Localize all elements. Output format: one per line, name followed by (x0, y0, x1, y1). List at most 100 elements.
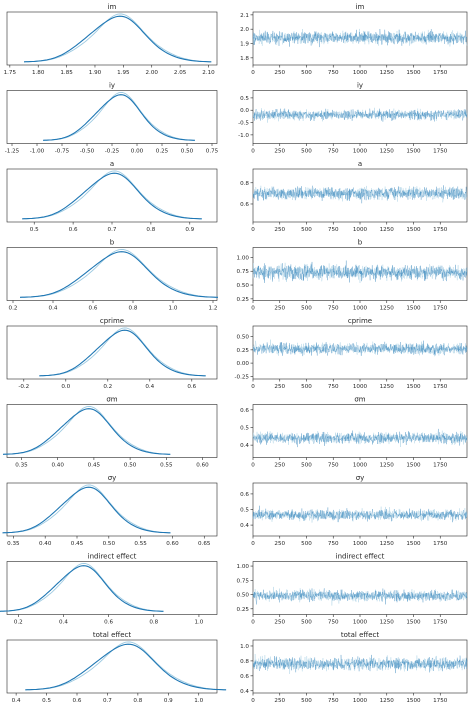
density-tick-label: 0.5 (30, 227, 39, 233)
trace-xtick-label: 500 (301, 620, 312, 626)
density-tick-label: 1.2 (209, 306, 218, 312)
density-tick-label: -0.2 (18, 384, 29, 390)
trace-xtick-label: 1000 (353, 463, 368, 469)
trace-xtick-label: 1750 (433, 384, 448, 390)
density-tick-label: -0.25 (105, 149, 120, 155)
trace-line-chain-2 (252, 339, 468, 357)
density-tick-label: 2.05 (174, 70, 187, 76)
density-tick-label: 1.0 (194, 698, 203, 704)
density-curve-chain-1 (2, 408, 171, 455)
trace-xtick-label: 1750 (433, 149, 448, 155)
trace-xtick-label: 1250 (380, 227, 395, 233)
density-curve-chain-2 (39, 327, 206, 377)
density-tick-label: 0.50 (103, 541, 116, 547)
trace-xtick-label: 750 (328, 149, 339, 155)
trace-xtick-label: 0 (251, 541, 255, 547)
trace-line-chain-1 (252, 260, 468, 283)
trace-xtick-label: 1750 (433, 698, 448, 704)
density-title: total effect (93, 631, 132, 639)
trace-ytick-label: 1.0 (240, 644, 249, 650)
trace-xtick-label: 250 (274, 463, 285, 469)
trace-xtick-label: 1250 (380, 306, 395, 312)
trace-xtick-label: 1000 (353, 698, 368, 704)
trace-xtick-label: 1750 (433, 541, 448, 547)
density-title: a (110, 160, 114, 168)
trace-ytick-label: -0.5 (238, 121, 249, 127)
density-frame (6, 639, 218, 694)
density-tick-label: 0.45 (88, 463, 101, 469)
density-tick-label: -0.75 (55, 149, 70, 155)
density-tick-label: 0.50 (124, 463, 137, 469)
density-tick-label: 0.0 (61, 384, 70, 390)
trace-panel: σm 0 250 500 750 1000 1250 1500 1750 0.4 0.5 0.6 (240, 396, 468, 469)
trace-ytick-label: 0.6 (240, 202, 249, 208)
trace-xtick-label: 750 (328, 698, 339, 704)
trace-title: indirect effect (336, 553, 385, 561)
trace-xtick-label: 1250 (380, 620, 395, 626)
density-curve-chain-1 (19, 251, 218, 298)
trace-xtick-label: 1500 (406, 463, 421, 469)
density-panel: σm 0.35 0.40 0.45 0.50 0.55 0.60 (2, 396, 218, 469)
trace-ytick-label: 1.00 (237, 255, 250, 261)
density-tick-label: 0.50 (181, 149, 194, 155)
density-tick-label: 0.75 (206, 149, 219, 155)
trace-ytick-label: 0.5 (240, 508, 249, 514)
density-panel: a 0.5 0.6 0.7 0.8 0.9 (6, 160, 218, 233)
density-title: iy (109, 82, 115, 90)
trace-panel: a 0 250 500 750 1000 1250 1500 1750 0.6 0.8 (240, 160, 468, 233)
trace-ytick-label: -0.25 (235, 374, 250, 380)
trace-line-chain-1 (252, 28, 468, 48)
trace-title: σm (354, 396, 365, 404)
trace-xtick-label: 500 (301, 384, 312, 390)
density-tick-label: 0.4 (145, 384, 154, 390)
density-panel: σy 0.35 0.40 0.45 0.50 0.55 0.60 0.65 (2, 474, 218, 547)
density-tick-label: -1.25 (5, 149, 20, 155)
density-tick-label: 0.7 (108, 227, 117, 233)
trace-xtick-label: 0 (251, 620, 255, 626)
density-tick-label: 0.60 (196, 463, 209, 469)
density-panel: total effect 0.4 0.5 0.6 0.7 0.8 0.9 1.0 (6, 631, 227, 704)
trace-panel: σy 0 250 500 750 1000 1250 1500 1750 0.4 0.5 0.6 (240, 474, 468, 547)
trace-xtick-label: 750 (328, 463, 339, 469)
trace-ytick-label: 0.4 (240, 523, 249, 529)
trace-xtick-label: 500 (301, 70, 312, 76)
trace-ytick-label: 0.5 (240, 96, 249, 102)
density-frame (6, 325, 218, 380)
density-panel: im 1.75 1.80 1.85 1.90 1.95 2.00 2.05 2.10 (4, 3, 218, 76)
trace-xtick-label: 1250 (380, 70, 395, 76)
density-tick-label: 1.85 (60, 70, 73, 76)
trace-xtick-label: 1500 (406, 620, 421, 626)
trace-xtick-label: 250 (274, 541, 285, 547)
density-frame (6, 11, 218, 66)
trace-line-chain-1 (252, 428, 468, 448)
density-panel: indirect effect 0.2 0.4 0.6 0.8 1.0 (0, 553, 218, 626)
density-title: σy (108, 474, 117, 482)
density-tick-label: 1.90 (89, 70, 102, 76)
trace-xtick-label: 1500 (406, 698, 421, 704)
density-title: im (108, 3, 117, 11)
density-curve-chain-1 (2, 486, 171, 534)
density-curve-chain-1 (25, 643, 227, 691)
density-tick-label: 0.4 (49, 306, 58, 312)
trace-ytick-label: 0.50 (237, 593, 250, 599)
density-tick-label: 0.7 (103, 698, 112, 704)
density-curve-chain-2 (2, 484, 171, 534)
trace-line-chain-2 (252, 107, 468, 123)
trace-xtick-label: 500 (301, 149, 312, 155)
density-curve-chain-2 (22, 170, 202, 220)
density-tick-label: 0.35 (15, 463, 28, 469)
trace-ytick-label: 0.50 (237, 283, 250, 289)
trace-ytick-label: 0.75 (237, 578, 250, 584)
trace-xtick-label: 1500 (406, 306, 421, 312)
trace-xtick-label: 250 (274, 149, 285, 155)
density-tick-label: 0.2 (9, 306, 18, 312)
trace-ytick-label: 1.9 (240, 42, 249, 48)
trace-xtick-label: 1750 (433, 70, 448, 76)
trace-ytick-label: 0.25 (237, 348, 250, 354)
trace-xtick-label: 1500 (406, 384, 421, 390)
density-tick-label: 0.25 (156, 149, 169, 155)
density-curve-chain-1 (0, 565, 164, 612)
density-tick-label: 0.9 (164, 698, 173, 704)
density-tick-label: 0.6 (187, 384, 196, 390)
